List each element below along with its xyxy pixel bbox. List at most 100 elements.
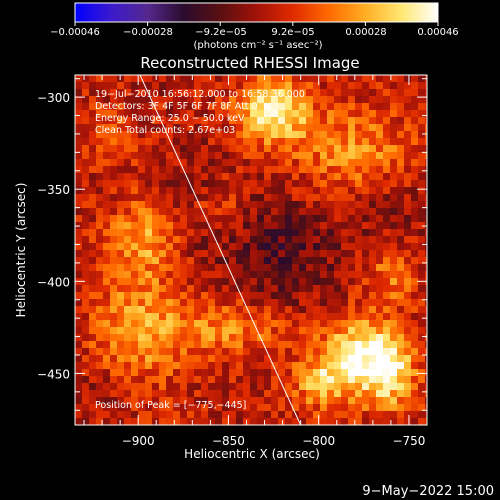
heatmap-cell bbox=[425, 383, 427, 391]
heatmap-cell bbox=[138, 236, 146, 244]
heatmap-cell bbox=[96, 320, 104, 328]
heatmap-cell bbox=[369, 124, 377, 132]
heatmap-cell bbox=[103, 376, 111, 384]
heatmap-cell bbox=[180, 103, 188, 111]
heatmap-cell bbox=[222, 117, 230, 125]
heatmap-cell bbox=[397, 348, 405, 356]
heatmap-cell bbox=[306, 215, 314, 223]
heatmap-cell bbox=[124, 145, 132, 153]
heatmap-cell bbox=[152, 131, 160, 139]
heatmap-cell bbox=[390, 369, 398, 377]
heatmap-cell bbox=[173, 376, 181, 384]
heatmap-cell bbox=[138, 166, 146, 174]
heatmap-cell bbox=[201, 418, 209, 425]
heatmap-cell bbox=[334, 187, 342, 195]
heatmap-cell bbox=[208, 257, 216, 265]
heatmap-cell bbox=[264, 299, 272, 307]
heatmap-cell bbox=[159, 327, 167, 335]
heatmap-cell bbox=[75, 166, 83, 174]
heatmap-cell bbox=[341, 201, 349, 209]
heatmap-cell bbox=[166, 194, 174, 202]
heatmap-cell bbox=[376, 355, 384, 363]
heatmap-cell bbox=[299, 194, 307, 202]
heatmap-cell bbox=[166, 124, 174, 132]
heatmap-cell bbox=[75, 418, 83, 425]
heatmap-cell bbox=[110, 138, 118, 146]
heatmap-cell bbox=[355, 355, 363, 363]
heatmap-cell bbox=[180, 292, 188, 300]
heatmap-cell bbox=[75, 243, 83, 251]
heatmap-cell bbox=[334, 369, 342, 377]
heatmap-cell bbox=[299, 96, 307, 104]
heatmap-cell bbox=[320, 110, 328, 118]
heatmap-cell bbox=[299, 313, 307, 321]
heatmap-cell bbox=[306, 110, 314, 118]
heatmap-cell bbox=[320, 383, 328, 391]
heatmap-cell bbox=[222, 369, 230, 377]
heatmap-cell bbox=[89, 159, 97, 167]
heatmap-cell bbox=[292, 250, 300, 258]
heatmap-cell bbox=[131, 341, 139, 349]
heatmap-cell bbox=[131, 187, 139, 195]
heatmap-cell bbox=[397, 159, 405, 167]
heatmap-cell bbox=[110, 124, 118, 132]
heatmap-cell bbox=[166, 173, 174, 181]
heatmap-cell bbox=[131, 397, 139, 405]
heatmap-cell bbox=[411, 411, 419, 419]
heatmap-cell bbox=[292, 320, 300, 328]
heatmap-cell bbox=[110, 369, 118, 377]
heatmap-cell bbox=[383, 341, 391, 349]
heatmap-cell bbox=[222, 229, 230, 237]
heatmap-cell bbox=[327, 201, 335, 209]
heatmap-cell bbox=[257, 257, 265, 265]
heatmap-cell bbox=[215, 390, 223, 398]
heatmap-cell bbox=[173, 75, 181, 83]
heatmap-cell bbox=[355, 159, 363, 167]
heatmap-cell bbox=[418, 75, 426, 83]
heatmap-cell bbox=[390, 173, 398, 181]
heatmap-cell bbox=[103, 222, 111, 230]
heatmap-cell bbox=[327, 341, 335, 349]
heatmap-cell bbox=[229, 404, 237, 412]
heatmap-cell bbox=[208, 96, 216, 104]
heatmap-cell bbox=[110, 390, 118, 398]
heatmap-cell bbox=[418, 348, 426, 356]
heatmap-cell bbox=[418, 124, 426, 132]
heatmap-cell bbox=[173, 390, 181, 398]
heatmap-cell bbox=[138, 117, 146, 125]
heatmap-cell bbox=[397, 173, 405, 181]
heatmap-cell bbox=[208, 341, 216, 349]
heatmap-cell bbox=[96, 117, 104, 125]
heatmap-cell bbox=[201, 243, 209, 251]
heatmap-cell bbox=[257, 271, 265, 279]
heatmap-cell bbox=[201, 348, 209, 356]
heatmap-cell bbox=[313, 271, 321, 279]
heatmap-cell bbox=[334, 355, 342, 363]
heatmap-cell bbox=[194, 166, 202, 174]
heatmap-cell bbox=[264, 117, 272, 125]
heatmap-cell bbox=[159, 306, 167, 314]
heatmap-cell bbox=[173, 138, 181, 146]
heatmap-cell bbox=[313, 243, 321, 251]
heatmap-cell bbox=[103, 383, 111, 391]
heatmap-cell bbox=[103, 355, 111, 363]
heatmap-cell bbox=[334, 411, 342, 419]
heatmap-cell bbox=[243, 103, 251, 111]
heatmap-cell bbox=[208, 411, 216, 419]
heatmap-cell bbox=[425, 96, 427, 104]
heatmap-cell bbox=[110, 236, 118, 244]
heatmap-cell bbox=[376, 117, 384, 125]
heatmap-cell bbox=[152, 271, 160, 279]
heatmap-cell bbox=[327, 320, 335, 328]
heatmap-cell bbox=[313, 404, 321, 412]
heatmap-cell bbox=[96, 229, 104, 237]
heatmap-cell bbox=[243, 173, 251, 181]
heatmap-cell bbox=[229, 362, 237, 370]
heatmap-cell bbox=[159, 201, 167, 209]
heatmap-cell bbox=[173, 117, 181, 125]
heatmap-cell bbox=[110, 418, 118, 425]
heatmap-cell bbox=[348, 341, 356, 349]
heatmap-cell bbox=[236, 243, 244, 251]
heatmap-cell bbox=[215, 215, 223, 223]
heatmap-cell bbox=[292, 75, 300, 83]
